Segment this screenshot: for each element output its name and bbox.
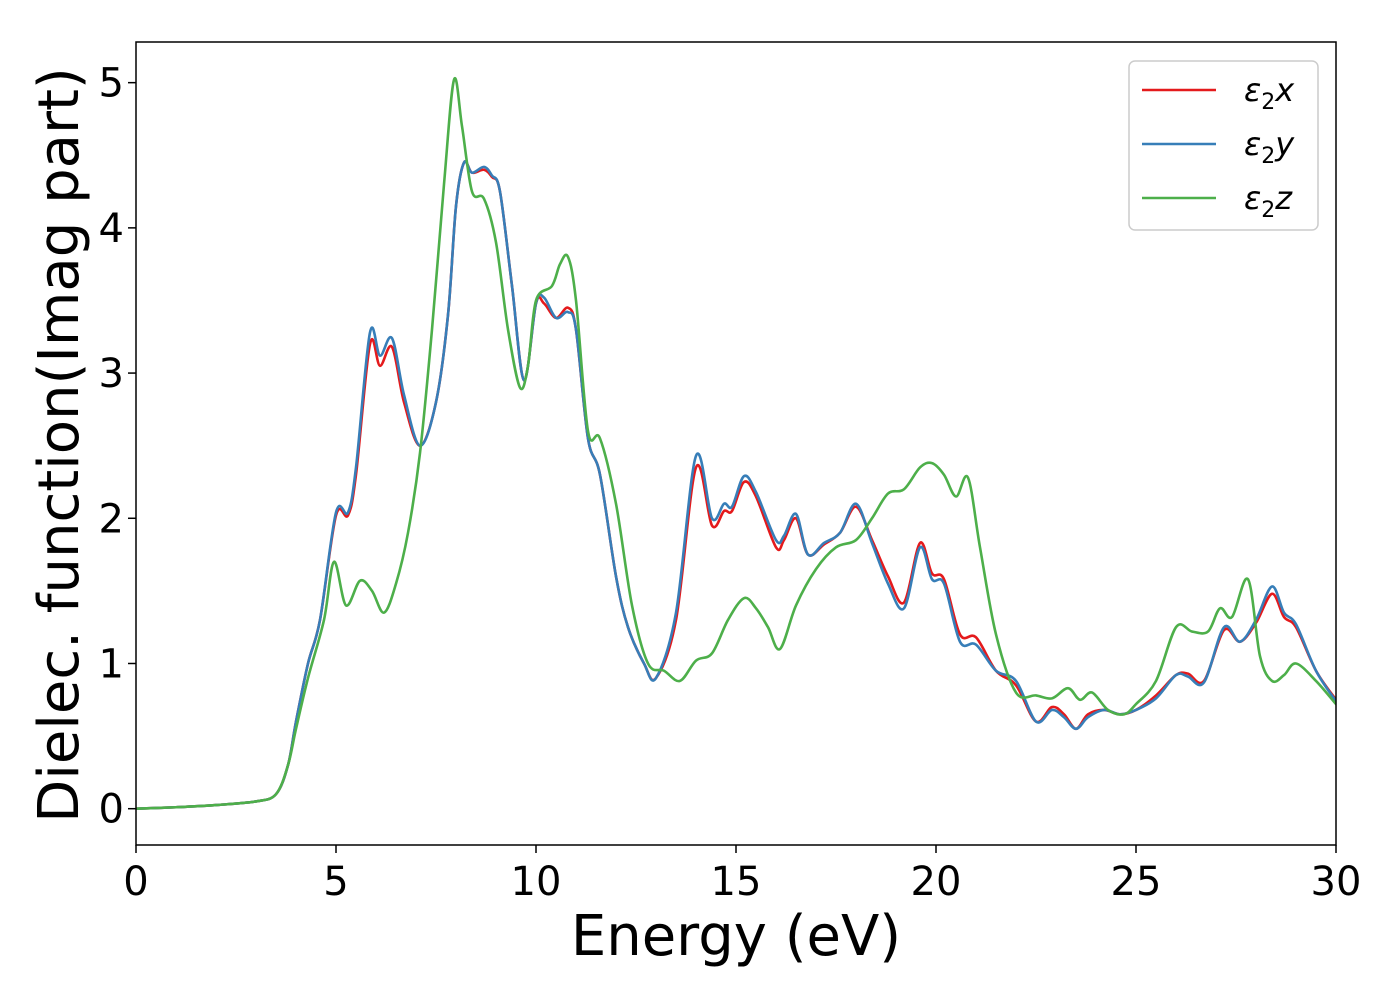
y-tick-label: 3 (99, 351, 124, 397)
legend-label-y: ε2y (1244, 125, 1295, 169)
y-tick-label: 0 (99, 787, 124, 833)
y-tick-label: 5 (99, 61, 124, 107)
x-tick-label: 20 (911, 859, 962, 905)
y-axis-title: Dielec. function(Imag part) (27, 67, 92, 823)
legend: ε2x ε2y ε2z (1128, 60, 1319, 231)
y-tick-label: 1 (99, 641, 124, 687)
legend-label-z: ε2z (1244, 179, 1293, 223)
series-layer (136, 76, 1336, 810)
y-tick-label: 2 (99, 496, 124, 542)
x-axis: 0 5 10 15 20 25 30 (123, 845, 1361, 905)
x-tick-label: 30 (1311, 859, 1362, 905)
series-line-y (136, 160, 1336, 810)
x-tick-label: 25 (1111, 859, 1162, 905)
y-axis: 0 1 2 3 4 5 (99, 61, 136, 833)
x-tick-label: 10 (511, 859, 562, 905)
legend-box (1128, 60, 1319, 231)
series-line-z (136, 76, 1336, 810)
x-axis-title: Energy (eV) (571, 904, 901, 969)
x-tick-label: 15 (711, 859, 762, 905)
legend-label-x: ε2x (1244, 71, 1295, 115)
x-tick-label: 0 (123, 859, 148, 905)
y-tick-label: 4 (99, 206, 124, 252)
x-tick-label: 5 (323, 859, 348, 905)
